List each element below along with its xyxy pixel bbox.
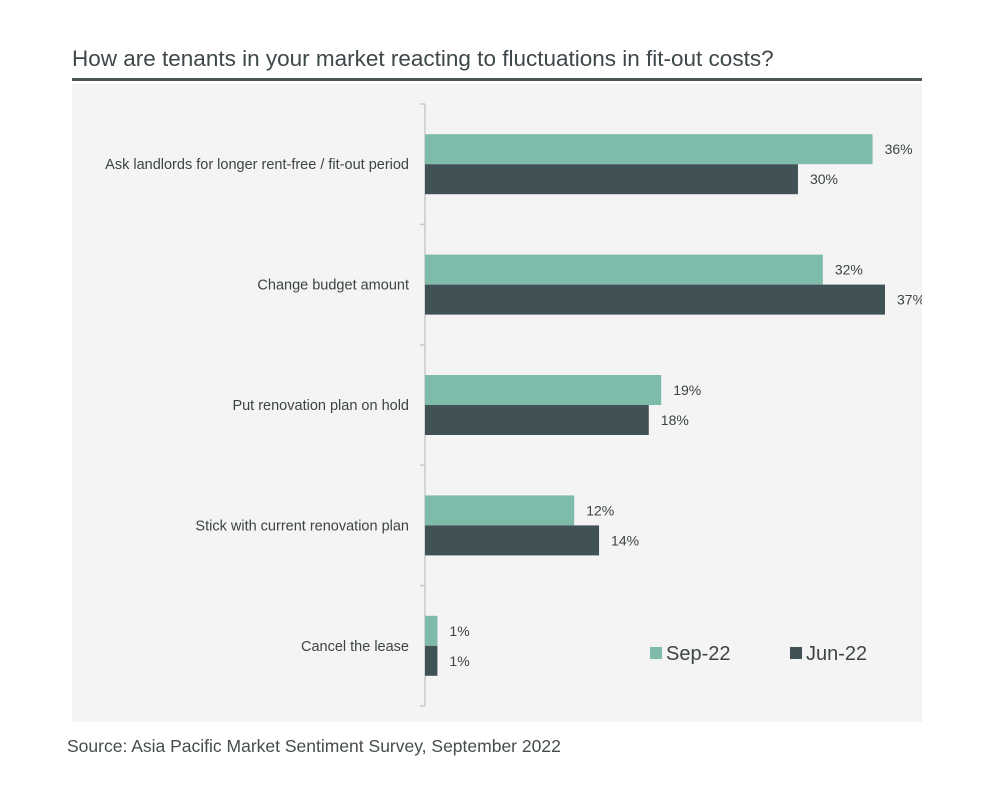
data-label: 14% (611, 532, 639, 548)
legend-swatch (650, 647, 662, 659)
bar-sep-22 (425, 615, 438, 646)
bar-jun-22 (425, 645, 438, 676)
category-label: Change budget amount (257, 278, 409, 294)
source-note: Source: Asia Pacific Market Sentiment Su… (67, 736, 561, 756)
bar-sep-22 (425, 254, 823, 285)
data-label: 32% (835, 262, 863, 278)
chart-title: How are tenants in your market reacting … (72, 46, 774, 71)
bar-sep-22 (425, 134, 873, 165)
bar-jun-22 (425, 284, 885, 315)
title-rule (72, 78, 922, 81)
data-label: 18% (661, 412, 689, 428)
bar-sep-22 (425, 495, 575, 526)
category-label: Cancel the lease (301, 639, 409, 655)
category-label: Ask landlords for longer rent-free / fit… (105, 157, 409, 173)
legend-swatch (790, 647, 802, 659)
data-label: 1% (449, 653, 469, 669)
bar-jun-22 (425, 164, 798, 195)
bar-sep-22 (425, 375, 662, 405)
bar-jun-22 (425, 525, 600, 556)
bar-chart: Ask landlords for longer rent-free / fit… (105, 103, 922, 707)
bars-layer (425, 134, 885, 676)
category-label: Put renovation plan on hold (232, 398, 409, 414)
category-label: Stick with current renovation plan (195, 518, 409, 534)
legend-label: Sep-22 (666, 643, 731, 665)
legend-label: Jun-22 (806, 643, 867, 665)
legend: Sep-22 Jun-22 (650, 643, 867, 665)
axis-layer (420, 103, 426, 707)
data-label: 1% (449, 623, 469, 639)
data-label: 37% (897, 292, 922, 308)
data-label: 36% (885, 141, 913, 157)
data-label: 19% (673, 382, 701, 398)
data-label: 12% (586, 502, 614, 518)
labels-layer: Ask landlords for longer rent-free / fit… (105, 141, 922, 669)
data-label: 30% (810, 171, 838, 187)
bar-jun-22 (425, 405, 649, 435)
